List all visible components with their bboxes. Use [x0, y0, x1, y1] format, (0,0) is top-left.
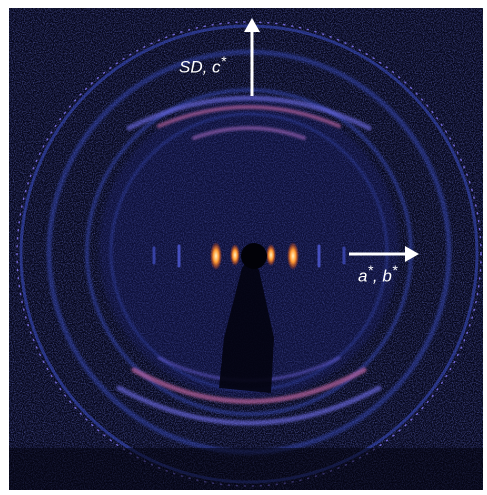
beamstop-shadow — [219, 258, 274, 393]
arc-top-outer — [126, 95, 372, 131]
reflection-right-1 — [266, 244, 276, 266]
horizontal-arrowhead — [405, 246, 419, 262]
outer-ring-speckles — [16, 21, 482, 487]
vertical-arrowhead — [244, 18, 260, 32]
detector-edge-shadow — [9, 448, 483, 490]
diffraction-pattern — [9, 8, 483, 490]
arc-top-inner — [192, 126, 306, 140]
beamstop — [241, 243, 267, 269]
reflection-left-2 — [210, 242, 222, 270]
reflection-right-2 — [287, 242, 299, 270]
sd-c-star-label: SD, c* — [179, 53, 227, 77]
a-b-star-label: a*, b* — [358, 262, 398, 286]
reflection-left-1 — [230, 244, 240, 266]
arc-bottom-mid — [131, 367, 367, 404]
diffraction-image: SD, c* a*, b* — [9, 8, 483, 490]
arc-bottom-outer — [116, 385, 382, 426]
arc-top-mid — [157, 105, 341, 128]
